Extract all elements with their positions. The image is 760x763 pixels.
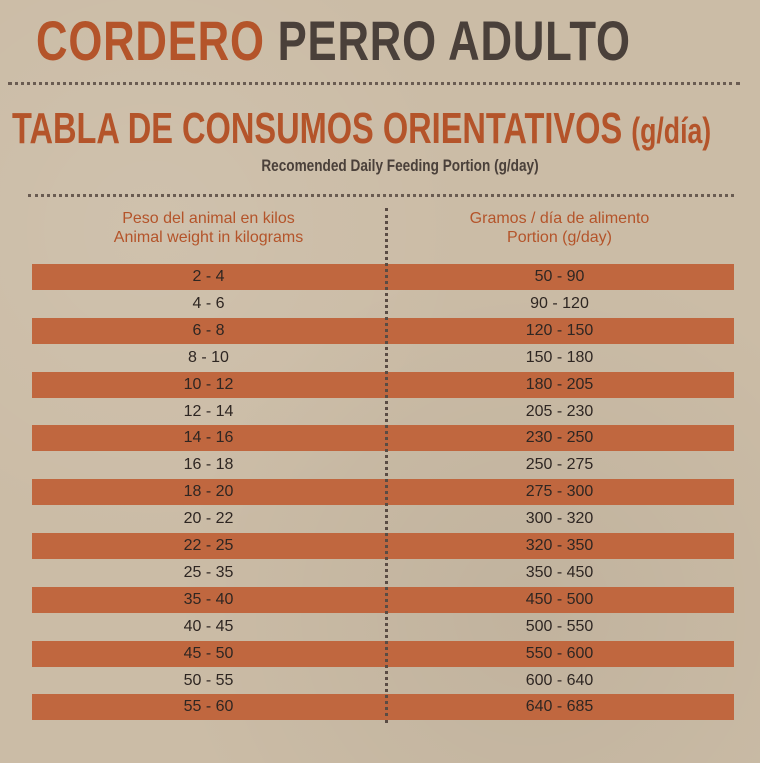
- weight-cell: 40 - 45: [183, 617, 234, 635]
- weight-cell: 35 - 40: [183, 590, 234, 608]
- weight-cell: 12 - 14: [183, 402, 234, 420]
- table-title: TABLA DE CONSUMOS ORIENTATIVOS (g/día): [12, 104, 711, 154]
- title-product: PERRO ADULTO: [277, 9, 631, 72]
- weight-cell: 25 - 35: [183, 563, 234, 581]
- table-row: 14 - 16 230 - 250: [32, 425, 734, 452]
- table-row: 18 - 20 275 - 300: [32, 479, 734, 506]
- table-row: 12 - 14 205 - 230: [32, 399, 734, 425]
- divider: [28, 194, 734, 197]
- table-row: 20 - 22 300 - 320: [32, 506, 734, 532]
- weight-cell: 14 - 16: [183, 429, 234, 447]
- portion-cell: 90 - 120: [530, 294, 589, 312]
- weight-cell: 45 - 50: [183, 644, 234, 662]
- table-row: 6 - 8 120 - 150: [32, 317, 734, 344]
- portion-cell: 50 - 90: [534, 268, 585, 285]
- table-row: 16 - 18 250 - 275: [32, 452, 734, 478]
- portion-cell: 550 - 600: [525, 644, 594, 662]
- table-row: 50 - 55 600 - 640: [32, 668, 734, 694]
- portion-cell: 300 - 320: [525, 510, 594, 528]
- weight-cell: 50 - 55: [183, 671, 234, 689]
- divider: [8, 82, 740, 85]
- weight-cell: 16 - 18: [183, 456, 234, 474]
- portion-cell: 500 - 550: [525, 617, 594, 635]
- header-portion: Gramos / día de alimento Portion (g/day): [385, 209, 734, 247]
- portion-cell: 640 - 685: [525, 698, 594, 716]
- portion-cell: 320 - 350: [525, 537, 594, 554]
- weight-cell: 10 - 12: [183, 375, 234, 393]
- table-subtitle: Recomended Daily Feeding Portion (g/day): [261, 156, 539, 175]
- table-title-main: TABLA DE CONSUMOS ORIENTATIVOS: [12, 104, 623, 153]
- portion-cell: 150 - 180: [525, 348, 594, 366]
- header-weight: Peso del animal en kilos Animal weight i…: [32, 209, 385, 247]
- column-separator: [385, 208, 388, 723]
- header-portion-es: Gramos / día de alimento: [469, 210, 650, 227]
- table-row: 45 - 50 550 - 600: [32, 640, 734, 667]
- table-title-unit: (g/día): [631, 110, 712, 151]
- weight-cell: 18 - 20: [183, 483, 234, 501]
- table-row: 10 - 12 180 - 205: [32, 371, 734, 398]
- portion-cell: 120 - 150: [525, 321, 594, 339]
- portion-cell: 350 - 450: [525, 563, 594, 581]
- weight-cell: 8 - 10: [188, 348, 229, 366]
- weight-cell: 55 - 60: [183, 698, 234, 716]
- table-row: 4 - 6 90 - 120: [32, 291, 734, 317]
- weight-cell: 22 - 25: [183, 537, 234, 554]
- product-title: CORDERO PERRO ADULTO: [36, 8, 631, 73]
- portion-cell: 250 - 275: [525, 456, 594, 474]
- weight-cell: 20 - 22: [183, 510, 234, 528]
- table-row: 25 - 35 350 - 450: [32, 560, 734, 586]
- table-row: 40 - 45 500 - 550: [32, 614, 734, 640]
- weight-cell: 2 - 4: [192, 268, 225, 285]
- weight-cell: 6 - 8: [192, 321, 225, 339]
- portion-cell: 450 - 500: [525, 590, 594, 608]
- header-weight-en: Animal weight in kilograms: [113, 229, 304, 246]
- portion-cell: 230 - 250: [525, 429, 594, 447]
- portion-cell: 205 - 230: [525, 402, 594, 420]
- header-weight-es: Peso del animal en kilos: [122, 210, 295, 227]
- portion-cell: 600 - 640: [525, 671, 594, 689]
- table-row: 35 - 40 450 - 500: [32, 586, 734, 613]
- table-row: 55 - 60 640 - 685: [32, 694, 734, 721]
- weight-cell: 4 - 6: [192, 294, 225, 312]
- header-portion-en: Portion (g/day): [507, 229, 612, 246]
- table-row: 8 - 10 150 - 180: [32, 345, 734, 371]
- title-flavor: CORDERO: [36, 9, 265, 72]
- portion-cell: 275 - 300: [525, 483, 594, 501]
- portion-cell: 180 - 205: [525, 375, 594, 393]
- table-row: 2 - 4 50 - 90: [32, 264, 734, 290]
- table-row: 22 - 25 320 - 350: [32, 533, 734, 559]
